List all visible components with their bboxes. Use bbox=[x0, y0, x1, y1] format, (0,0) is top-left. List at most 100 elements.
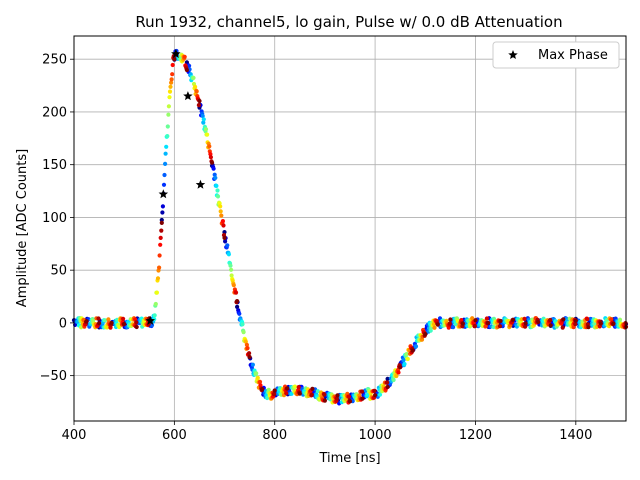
max-phase-series bbox=[145, 48, 206, 325]
x-tick-label: 400 bbox=[62, 428, 87, 443]
sample-point bbox=[79, 325, 84, 330]
sample-point bbox=[560, 325, 565, 330]
sample-point bbox=[159, 217, 164, 223]
legend-box bbox=[492, 41, 620, 69]
sample-point bbox=[164, 144, 169, 149]
sample-point bbox=[255, 375, 260, 380]
sample-point bbox=[485, 320, 491, 325]
sample-point bbox=[218, 204, 223, 209]
max-phase-point bbox=[183, 91, 193, 101]
sample-point bbox=[215, 188, 220, 193]
sample-point bbox=[548, 317, 553, 323]
sample-point bbox=[561, 317, 566, 322]
sample-point bbox=[394, 373, 399, 379]
sample-point bbox=[235, 299, 240, 304]
sample-point bbox=[347, 399, 353, 404]
sample-point bbox=[228, 263, 233, 268]
sample-point bbox=[158, 242, 163, 247]
max-phase-point bbox=[171, 48, 181, 58]
sample-point bbox=[498, 318, 503, 324]
sample-point bbox=[170, 72, 175, 77]
sample-point bbox=[161, 182, 167, 187]
sample-point bbox=[166, 104, 171, 109]
sample-point bbox=[483, 324, 488, 329]
sample-point bbox=[451, 325, 456, 330]
sample-point bbox=[117, 324, 122, 330]
chart-title: Run 1932, channel5, lo gain, Pulse w/ 0.… bbox=[135, 13, 562, 31]
sample-point bbox=[611, 321, 616, 326]
sample-point bbox=[448, 317, 453, 322]
sample-point bbox=[205, 132, 210, 137]
sample-point bbox=[165, 124, 170, 129]
sample-point bbox=[106, 317, 111, 322]
x-tick-label: 1200 bbox=[459, 428, 492, 443]
sample-point bbox=[410, 348, 415, 353]
sample-point bbox=[585, 316, 590, 322]
sample-point bbox=[309, 392, 314, 397]
sample-point bbox=[373, 393, 378, 398]
sample-point bbox=[233, 290, 239, 295]
sample-point bbox=[160, 204, 165, 209]
sample-point bbox=[237, 311, 242, 316]
sample-point bbox=[103, 318, 108, 323]
sample-point bbox=[296, 385, 301, 390]
sample-point bbox=[214, 183, 219, 188]
sample-point bbox=[187, 63, 192, 68]
sample-point bbox=[548, 323, 553, 328]
sample-point bbox=[167, 89, 173, 94]
sample-point bbox=[460, 321, 465, 326]
sample-point bbox=[134, 320, 139, 325]
legend-label-max-phase: Max Phase bbox=[538, 48, 608, 63]
sample-point bbox=[169, 77, 174, 82]
sample-point bbox=[598, 321, 604, 326]
sample-point bbox=[404, 351, 409, 357]
y-tick-label: 250 bbox=[42, 53, 67, 68]
sample-point bbox=[191, 75, 196, 80]
sample-point bbox=[193, 84, 198, 89]
sample-point bbox=[207, 144, 212, 149]
sample-point bbox=[359, 389, 365, 394]
sample-point bbox=[523, 321, 528, 326]
sample-point bbox=[229, 273, 234, 278]
sample-point bbox=[159, 220, 164, 225]
sample-point bbox=[247, 351, 252, 356]
sample-point bbox=[168, 84, 173, 89]
sample-point bbox=[522, 316, 527, 321]
y-tick-label: 150 bbox=[42, 158, 67, 173]
sample-point bbox=[334, 396, 339, 401]
sample-point bbox=[235, 304, 240, 309]
sample-point bbox=[219, 213, 224, 218]
sample-point bbox=[297, 391, 302, 396]
sample-point bbox=[105, 325, 110, 330]
sample-point bbox=[284, 391, 289, 396]
axis-ticks: 400 600 800 1000 1200 1400 −50 0 50 100 150 200 250 bbox=[40, 53, 593, 443]
sample-point bbox=[229, 267, 234, 272]
legend-star-icon bbox=[508, 50, 518, 60]
sample-point bbox=[315, 389, 320, 394]
sample-point bbox=[208, 155, 213, 160]
sample-point bbox=[310, 386, 315, 391]
sample-point bbox=[163, 151, 168, 156]
max-phase-point bbox=[195, 179, 206, 189]
sample-point bbox=[196, 103, 201, 108]
y-tick-label: 200 bbox=[42, 105, 67, 120]
y-tick-label: 100 bbox=[42, 211, 67, 226]
sample-point bbox=[497, 324, 503, 329]
sample-point bbox=[609, 317, 614, 322]
y-tick-label: −50 bbox=[40, 369, 67, 384]
sample-point bbox=[447, 321, 452, 326]
sample-point bbox=[169, 80, 174, 85]
x-tick-label: 600 bbox=[162, 428, 187, 443]
sample-point bbox=[154, 290, 159, 295]
sample-point bbox=[272, 392, 277, 397]
sample-point bbox=[221, 223, 226, 228]
sample-point bbox=[401, 358, 406, 363]
sample-point bbox=[247, 354, 252, 360]
sample-point bbox=[491, 324, 496, 330]
sample-point bbox=[184, 67, 189, 73]
sample-point bbox=[218, 209, 223, 214]
sample-point bbox=[346, 394, 351, 399]
sample-point bbox=[365, 392, 370, 397]
